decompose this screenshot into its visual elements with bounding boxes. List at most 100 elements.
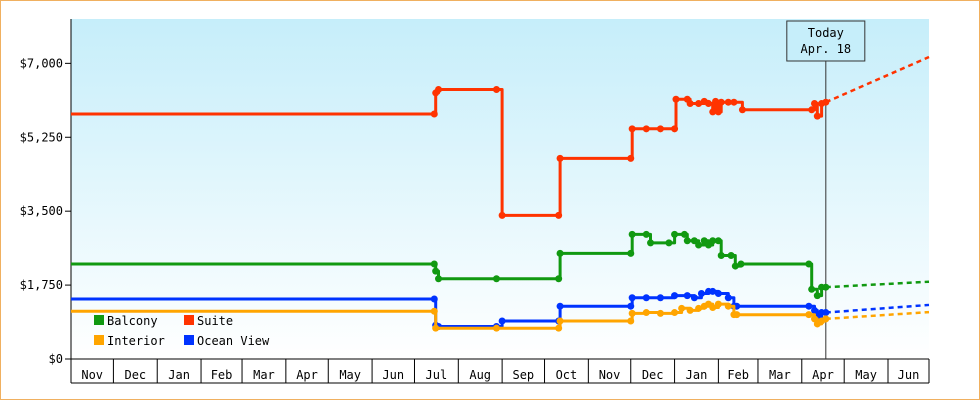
series-layer xyxy=(71,55,930,332)
data-point xyxy=(683,237,691,245)
data-point xyxy=(714,300,722,308)
data-point xyxy=(656,125,664,133)
data-point xyxy=(627,302,635,310)
data-point xyxy=(678,304,686,312)
data-point xyxy=(822,315,830,323)
legend-swatch-balcony xyxy=(94,315,104,325)
month-label: Jun xyxy=(382,368,404,382)
data-point xyxy=(808,106,816,114)
y-tick-label: $5,250 xyxy=(20,130,63,144)
data-point xyxy=(656,294,664,302)
data-point xyxy=(627,317,635,325)
data-point xyxy=(724,294,732,302)
data-point xyxy=(642,230,650,238)
data-point xyxy=(811,306,819,314)
data-point xyxy=(555,211,563,219)
data-point xyxy=(492,324,500,332)
legend-label-suite: Suite xyxy=(197,314,233,328)
today-box xyxy=(786,20,866,62)
data-point xyxy=(686,306,694,314)
data-point xyxy=(642,309,650,317)
data-point xyxy=(737,260,745,268)
data-point xyxy=(492,275,500,283)
month-label: Jun xyxy=(898,368,920,382)
data-point xyxy=(680,230,688,238)
month-label: Dec xyxy=(642,368,664,382)
data-point xyxy=(556,302,564,310)
y-tick-label: $1,750 xyxy=(20,278,63,292)
data-point xyxy=(430,307,438,315)
month-label: Mar xyxy=(253,368,275,382)
data-point xyxy=(627,154,635,162)
data-point xyxy=(492,86,500,94)
series-suite xyxy=(71,55,930,219)
data-point xyxy=(683,292,691,300)
plot-area xyxy=(71,19,929,359)
data-point xyxy=(647,239,655,247)
data-point xyxy=(811,99,819,107)
data-point xyxy=(822,283,830,291)
data-point xyxy=(700,237,708,245)
data-point xyxy=(671,309,679,317)
data-point xyxy=(709,237,717,245)
data-point xyxy=(730,98,738,106)
data-point xyxy=(555,275,563,283)
data-point xyxy=(813,112,821,120)
legend-swatch-ocean-view xyxy=(184,335,194,345)
series-balcony xyxy=(71,230,930,300)
data-point xyxy=(805,311,813,319)
data-point xyxy=(822,309,830,317)
data-point xyxy=(432,324,440,332)
data-point xyxy=(665,239,673,247)
data-point xyxy=(717,252,725,260)
legend-swatch-suite xyxy=(184,315,194,325)
data-point xyxy=(805,260,813,268)
month-label: Jan xyxy=(686,368,708,382)
month-label: Nov xyxy=(599,368,621,382)
data-point xyxy=(697,290,705,298)
data-point xyxy=(695,241,703,249)
month-label: Feb xyxy=(727,368,749,382)
data-point xyxy=(724,98,732,106)
legend-label-interior: Interior xyxy=(107,334,165,348)
data-point xyxy=(724,302,732,310)
data-point xyxy=(709,108,717,116)
data-point xyxy=(628,294,636,302)
data-point xyxy=(498,211,506,219)
month-label: Feb xyxy=(211,368,233,382)
data-point xyxy=(671,230,679,238)
data-point xyxy=(435,86,443,94)
data-point xyxy=(714,290,722,298)
month-label: Aug xyxy=(469,368,491,382)
y-tick-label: $7,000 xyxy=(20,56,63,70)
data-point xyxy=(704,99,712,107)
month-label: May xyxy=(339,368,361,382)
data-point xyxy=(714,237,722,245)
data-point xyxy=(727,252,735,260)
data-point xyxy=(695,304,703,312)
data-point xyxy=(709,287,717,295)
x-axis: Nov Dec Jan Feb Mar Apr May Jun Jul Aug Sep Oct Nov D… xyxy=(71,358,930,384)
month-label: Jul xyxy=(426,368,448,382)
y-tick-label: $3,500 xyxy=(20,204,63,218)
data-point xyxy=(627,249,635,257)
data-point xyxy=(672,95,680,103)
data-point xyxy=(556,249,564,257)
data-point xyxy=(432,267,440,275)
month-label: Sep xyxy=(512,368,534,382)
data-point xyxy=(656,309,664,317)
data-point xyxy=(813,292,821,300)
month-label: Oct xyxy=(556,368,578,382)
data-point xyxy=(671,292,679,300)
data-point xyxy=(642,125,650,133)
month-label: May xyxy=(855,368,877,382)
legend: Balcony Suite Interior Ocean View xyxy=(94,314,270,348)
data-point xyxy=(695,99,703,107)
legend-swatch-interior xyxy=(94,335,104,345)
data-point xyxy=(498,317,506,325)
data-point xyxy=(709,303,717,311)
data-point xyxy=(435,275,443,283)
today-label: Today xyxy=(808,26,844,40)
